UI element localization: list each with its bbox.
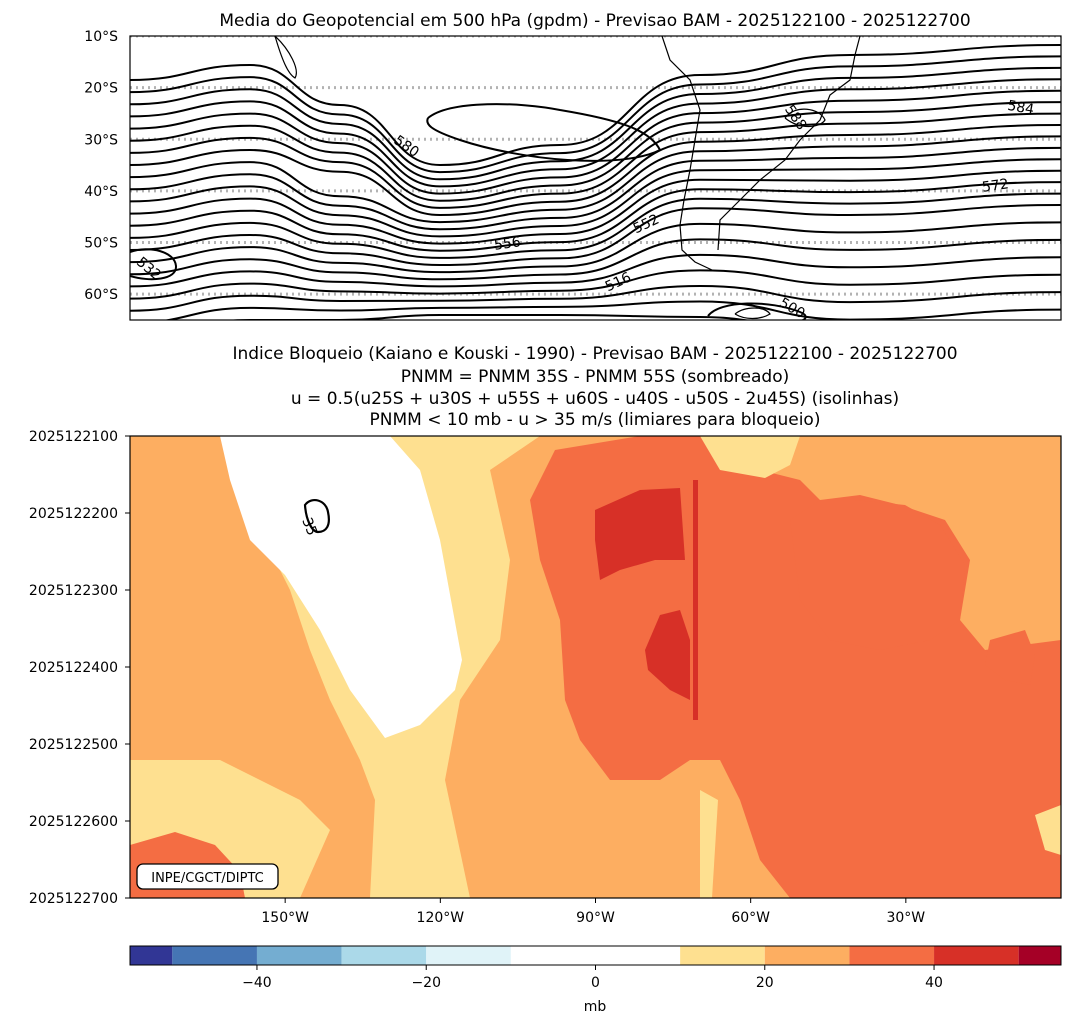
heatmap-y-tick-label: 2025122500 — [29, 737, 118, 753]
u35-contour — [303, 499, 330, 534]
coast-south-islands — [734, 307, 771, 320]
contour-line — [130, 124, 1061, 217]
colorbar-segment — [426, 946, 511, 965]
heatmap-y-tick-label: 2025122100 — [29, 429, 118, 445]
heatmap-plot-area — [130, 436, 1061, 898]
contour-line — [130, 44, 1061, 167]
contour-line — [130, 146, 1061, 231]
contour-line — [130, 135, 1061, 224]
map-frame — [129, 35, 1062, 321]
shade-30-40-right-blob — [985, 630, 1035, 685]
shade-below-10 — [220, 436, 462, 738]
map-y-ticks: 10°S 20°S 30°S 40°S 50°S 60°S — [84, 29, 118, 303]
shade-10-20-strip — [700, 790, 718, 898]
colorbar-tick-label: 0 — [591, 975, 600, 991]
index-title-line-3: u = 0.5(u25S + u30S + u55S + u60S - u40S… — [291, 389, 899, 409]
colorbar-segment — [764, 946, 850, 965]
colorbar — [130, 946, 1061, 965]
contour-line — [130, 204, 1061, 267]
heatmap-x-tick-label: 90°W — [576, 910, 615, 926]
colorbar-segment — [256, 946, 342, 965]
colorbar-segment — [341, 946, 427, 965]
shade-40-50-upper — [595, 488, 685, 580]
heatmap-x-tick-label: 60°W — [731, 910, 770, 926]
coast-island — [274, 36, 297, 79]
map-y-tick-label: 40°S — [84, 184, 118, 200]
map-y-tick-label: 50°S — [84, 236, 118, 252]
map-y-tick-label: 20°S — [84, 81, 118, 97]
colorbar-segment — [510, 946, 681, 965]
contour-label: 572 — [981, 176, 1010, 196]
closed-contour-high — [426, 103, 662, 162]
colorbar-segment — [680, 946, 765, 965]
geopotential-contours — [130, 44, 1061, 320]
contour-line — [130, 112, 1061, 209]
colorbar-segment — [849, 946, 935, 965]
shade-40-50-stripe — [693, 480, 698, 720]
shade-10-20-right-edge — [1035, 805, 1061, 855]
colorbar-tick-label: 20 — [756, 975, 774, 991]
index-title-line-2: PNMM = PNMM 35S - PNMM 55S (sombreado) — [401, 367, 790, 387]
heatmap-y-tick-label: 2025122600 — [29, 814, 118, 830]
heatmap-y-tick-label: 2025122200 — [29, 506, 118, 522]
contour-line — [130, 158, 1061, 238]
contour-label: 584 — [1006, 98, 1035, 118]
closed-contour-low-west — [130, 248, 178, 281]
heatmap-y-ticks: 2025122100 2025122200 2025122300 2025122400… — [29, 429, 130, 907]
colorbar-segment — [130, 946, 173, 965]
contour-line — [130, 89, 1061, 195]
colorbar-segment — [1018, 946, 1061, 965]
coast-lagoon — [784, 108, 826, 128]
watermark: INPE/CGCT/DIPTC — [151, 871, 263, 886]
map-y-tick-label: 60°S — [84, 287, 118, 303]
map-y-tick-label: 10°S — [84, 29, 118, 45]
heatmap-x-ticks: 150°W 120°W 90°W 60°W 30°W — [261, 898, 925, 926]
heatmap-x-tick-label: 120°W — [417, 910, 465, 926]
contour-line — [130, 192, 1061, 259]
heatmap-y-tick-label: 2025122700 — [29, 891, 118, 907]
contour-line — [130, 181, 1061, 252]
contour-line — [130, 238, 1061, 281]
colorbar-label: mb — [584, 999, 607, 1015]
watermark-box — [136, 863, 279, 890]
contour-line — [130, 169, 1061, 245]
contour-line — [130, 253, 1061, 288]
contour-label: 556 — [493, 234, 522, 254]
colorbar-tick-label: −20 — [411, 975, 441, 991]
contour-line — [130, 78, 1061, 188]
colorbar-segment — [172, 946, 257, 965]
coastline — [274, 36, 861, 320]
closed-contour-low-south — [707, 302, 807, 320]
contour-line — [130, 101, 1061, 202]
coast-south-america — [661, 36, 861, 271]
map-plot-area — [130, 36, 1061, 320]
heatmap-y-tick-label: 2025122300 — [29, 583, 118, 599]
shade-40-50-middle — [645, 610, 690, 700]
map-title: Media do Geopotencial em 500 hPa (gpdm) … — [219, 11, 970, 31]
index-title-line-4: PNMM < 10 mb - u > 35 m/s (limiares para… — [370, 410, 821, 430]
colorbar-tick-label: −40 — [242, 975, 272, 991]
contour-line — [130, 269, 1061, 300]
contour-line — [130, 221, 1061, 274]
shade-20-30-pocket-right — [790, 500, 965, 650]
colorbar-ticks: −40 −20 0 20 40 — [242, 965, 943, 991]
contour-line — [130, 284, 1061, 312]
colorbar-segment — [934, 946, 1019, 965]
heatmap-x-tick-label: 30°W — [886, 910, 925, 926]
heatmap-y-tick-label: 2025122400 — [29, 660, 118, 676]
map-y-tick-label: 30°S — [84, 132, 118, 148]
u35-contour-label: 35 — [298, 516, 320, 539]
shade-10-20-top-island — [700, 436, 800, 478]
colorbar-tick-label: 40 — [925, 975, 943, 991]
heatmap-x-tick-label: 150°W — [261, 910, 309, 926]
contour-line — [226, 313, 750, 320]
index-title-line-1: Indice Bloqueio (Kaiano e Kouski - 1990)… — [232, 344, 957, 364]
